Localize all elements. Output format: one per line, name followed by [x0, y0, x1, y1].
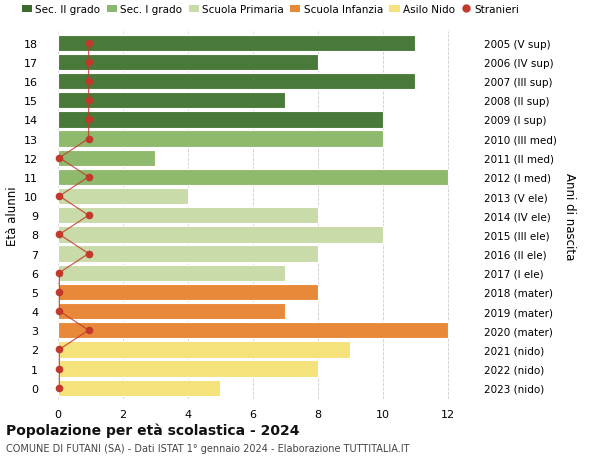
Bar: [58, 303, 285, 319]
Bar: [58, 380, 220, 396]
Bar: [58, 265, 285, 281]
Bar: [58, 74, 415, 90]
Bar: [58, 361, 317, 377]
Legend: Sec. II grado, Sec. I grado, Scuola Primaria, Scuola Infanzia, Asilo Nido, Stran: Sec. II grado, Sec. I grado, Scuola Prim…: [18, 1, 523, 19]
Bar: [58, 150, 155, 167]
Bar: [58, 93, 285, 109]
Bar: [58, 55, 317, 71]
Bar: [58, 284, 317, 300]
Bar: [58, 112, 383, 128]
Bar: [58, 227, 383, 243]
Bar: [58, 246, 317, 262]
Text: Popolazione per età scolastica - 2024: Popolazione per età scolastica - 2024: [6, 422, 299, 437]
Bar: [58, 207, 317, 224]
Bar: [58, 341, 350, 358]
Text: COMUNE DI FUTANI (SA) - Dati ISTAT 1° gennaio 2024 - Elaborazione TUTTITALIA.IT: COMUNE DI FUTANI (SA) - Dati ISTAT 1° ge…: [6, 443, 409, 453]
Y-axis label: Anni di nascita: Anni di nascita: [563, 172, 577, 259]
Bar: [58, 169, 448, 185]
Bar: [58, 189, 188, 205]
Y-axis label: Età alunni: Età alunni: [5, 186, 19, 246]
Bar: [58, 322, 448, 339]
Bar: [58, 35, 415, 52]
Bar: [58, 131, 383, 147]
